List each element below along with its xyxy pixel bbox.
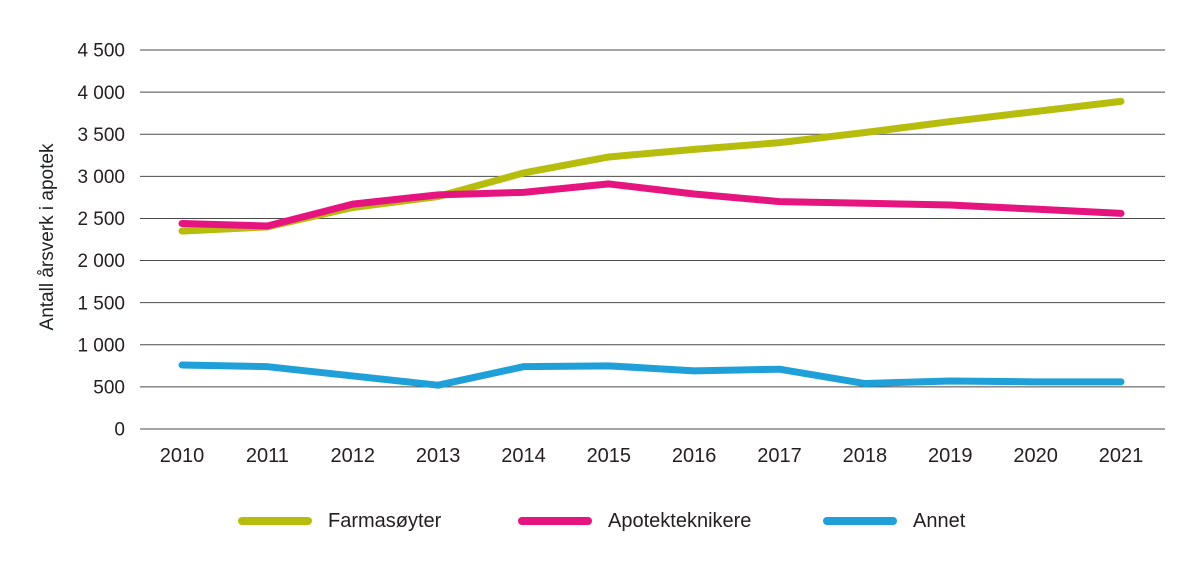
y-tick-label: 4 000 — [77, 83, 125, 104]
x-tick-label: 2013 — [416, 445, 461, 467]
legend-swatch-annet — [823, 517, 897, 525]
x-tick-label: 2011 — [246, 445, 289, 467]
legend-swatch-apotekteknikere — [518, 517, 592, 525]
x-tick-label: 2010 — [160, 445, 205, 467]
x-tick-label: 2015 — [587, 445, 632, 467]
y-tick-label: 500 — [93, 378, 125, 399]
y-tick-label: 3 500 — [77, 125, 125, 146]
x-tick-label: 2020 — [1013, 445, 1058, 467]
legend-item-annet: Annet — [823, 508, 965, 534]
x-tick-label: 2018 — [843, 445, 888, 467]
y-tick-label: 3 000 — [77, 167, 125, 188]
legend-label-apotekteknikere: Apotekteknikere — [608, 509, 752, 532]
x-tick-label: 2019 — [928, 445, 973, 467]
x-tick-label: 2012 — [330, 445, 375, 467]
y-tick-label: 2 000 — [77, 251, 125, 272]
y-tick-label: 2 500 — [77, 209, 125, 230]
legend-swatch-farmas-yter — [238, 517, 312, 525]
legend-label-farmas-yter: Farmasøyter — [328, 509, 442, 532]
y-tick-label: 1 000 — [77, 335, 125, 356]
x-tick-label: 2016 — [672, 445, 717, 467]
y-tick-label: 4 500 — [77, 41, 125, 62]
legend: Farmasøyter Apotekteknikere Annet — [0, 508, 1200, 538]
x-tick-label: 2021 — [1099, 445, 1144, 467]
legend-item-apotekteknikere: Apotekteknikere — [518, 508, 751, 534]
legend-item-farmas-yter: Farmasøyter — [238, 508, 441, 534]
legend-label-annet: Annet — [913, 509, 966, 532]
y-axis-title: Antall årsverk i apotek — [37, 143, 58, 331]
apotekteknikere-line — [178, 180, 1125, 230]
annet-line — [178, 361, 1125, 389]
x-tick-label: 2017 — [757, 445, 802, 467]
x-tick-label: 2014 — [501, 445, 546, 467]
y-tick-label: 1 500 — [77, 293, 125, 314]
y-tick-label: 0 — [114, 420, 125, 441]
